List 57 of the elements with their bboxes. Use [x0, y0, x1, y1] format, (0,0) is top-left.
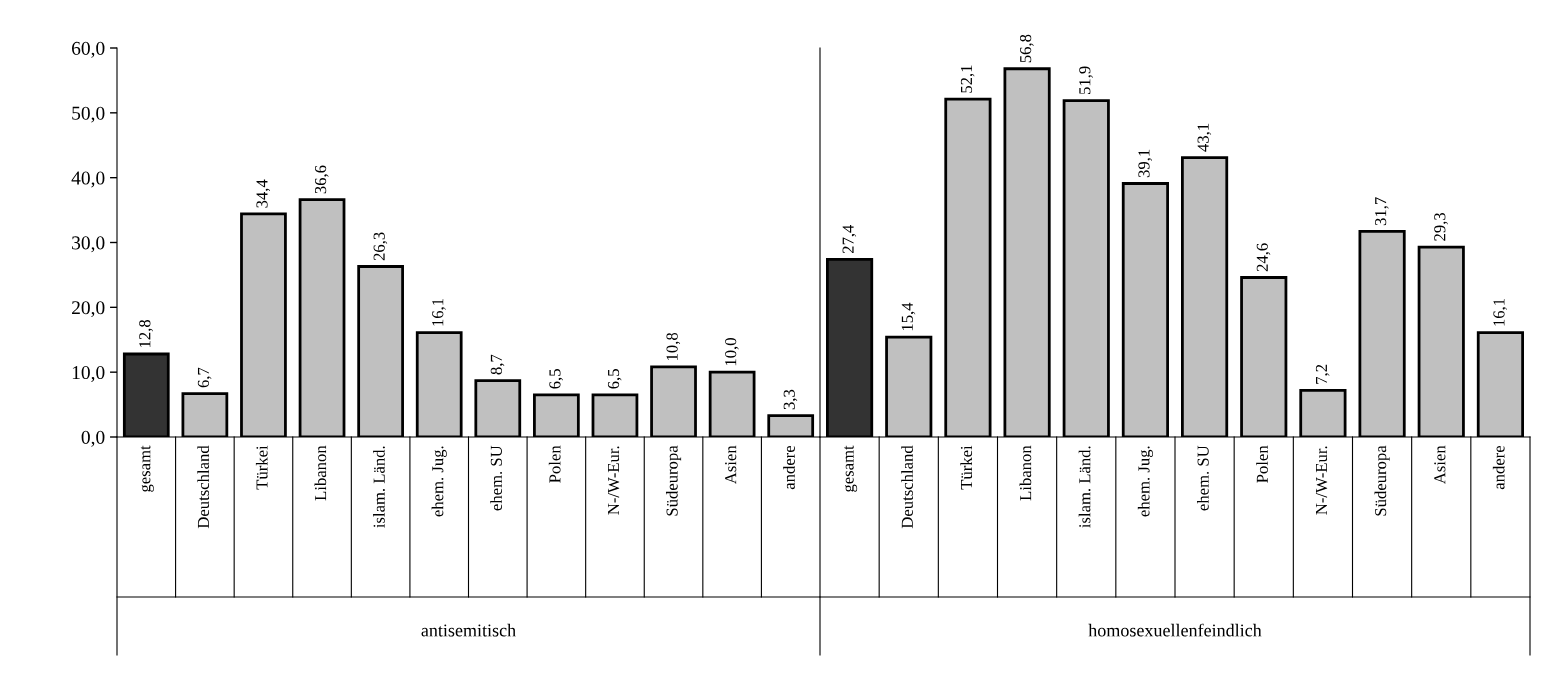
data-label: 8,7 — [490, 354, 505, 375]
data-label: 6,7 — [197, 367, 212, 388]
x-axis-title: antisemitisch — [421, 623, 516, 637]
data-label: 10,0 — [725, 338, 739, 366]
y-tick-label: 20,0 — [72, 301, 105, 318]
data-label: 29,3 — [1434, 212, 1448, 241]
x-tick-label: Deutschland — [197, 445, 210, 529]
data-label: 12,8 — [139, 319, 153, 347]
data-label: 16,1 — [432, 298, 446, 326]
x-tick-label: Türkei — [255, 445, 268, 490]
x-tick-label: Türkei — [960, 445, 973, 490]
data-label: 51,9 — [1079, 66, 1093, 94]
x-tick-label: ehem. SU — [1197, 445, 1209, 511]
data-label: 6,5 — [549, 369, 563, 389]
x-tick-label: Südeuropa — [665, 445, 682, 516]
y-tick-label: 40,0 — [71, 171, 105, 188]
x-tick-label: Südeuropa — [1374, 445, 1390, 516]
x-tick-label: Polen — [548, 445, 561, 483]
data-label: 10,8 — [666, 332, 681, 360]
x-tick-label: ehem. Jug. — [431, 446, 447, 517]
data-label: 31,7 — [1375, 197, 1389, 226]
x-tick-label: Libanon — [314, 445, 327, 501]
x-tick-label: N-/W-Eur. — [607, 446, 620, 515]
y-tick-label: 30,0 — [72, 236, 105, 253]
y-tick-label: 60,0 — [72, 41, 105, 58]
data-label: 6,5 — [607, 369, 622, 389]
data-label: 24,6 — [1256, 243, 1271, 272]
x-tick-label: islam. Länd. — [373, 446, 385, 528]
data-label: 56,8 — [1020, 34, 1034, 63]
data-label: 43,1 — [1197, 123, 1212, 152]
x-tick-label: Libanon — [1019, 445, 1032, 501]
y-tick-label: 50,0 — [72, 106, 105, 123]
x-tick-label: ehem. SU — [490, 445, 503, 511]
x-tick-label: ehem. Jug. — [1137, 446, 1153, 517]
data-label: 36,6 — [315, 165, 329, 194]
x-tick-label: gesamt — [140, 445, 154, 492]
data-label: 39,1 — [1138, 149, 1152, 178]
x-tick-label: gesamt — [844, 445, 858, 492]
data-label: 27,4 — [842, 224, 857, 254]
data-label: 7,2 — [1315, 364, 1330, 384]
x-tick-label: Polen — [1256, 445, 1268, 483]
x-tick-label: andere — [1492, 445, 1505, 490]
x-tick-label: Asien — [1434, 445, 1446, 485]
x-tick-label: Deutschland — [901, 445, 913, 529]
y-tick-label: 0,0 — [81, 430, 105, 447]
x-tick-label: islam. Länd. — [1078, 446, 1091, 528]
data-label: 3,3 — [783, 389, 798, 410]
data-label: 26,3 — [373, 232, 388, 261]
y-tick-label: 10,0 — [72, 365, 105, 382]
x-tick-label: Asien — [725, 445, 737, 485]
data-label: 52,1 — [960, 65, 975, 93]
x-tick-label: N-/W-Eur. — [1315, 446, 1328, 515]
data-label: 15,4 — [901, 302, 916, 331]
data-label: 34,4 — [256, 179, 271, 208]
x-axis-title: homosexuellenfeindlich — [1088, 623, 1262, 637]
data-label: 16,1 — [1493, 298, 1507, 326]
x-tick-label: andere — [783, 445, 795, 490]
